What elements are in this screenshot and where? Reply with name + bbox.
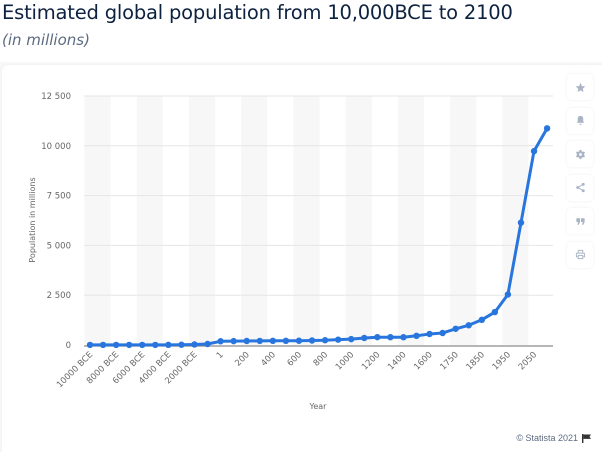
data-point[interactable] [217, 338, 224, 345]
column-bands [84, 96, 529, 345]
chart-subtitle: (in millions) [2, 31, 90, 49]
x-tick-label: 1 [215, 350, 226, 361]
x-tick-label: 1600 [412, 350, 434, 372]
data-point[interactable] [530, 147, 538, 155]
x-tick-label: 200 [233, 350, 252, 369]
column-band [188, 96, 216, 345]
bell-icon [576, 115, 584, 125]
data-point[interactable] [426, 330, 433, 338]
header: Estimated global population from 10,000B… [0, 0, 602, 62]
data-point[interactable] [452, 325, 459, 332]
y-axis-ticks: 0 2 500 5 000 7 500 10 000 12 500 [41, 92, 71, 351]
cite-button[interactable] [567, 208, 593, 234]
data-point[interactable] [439, 329, 446, 337]
star-icon [575, 82, 585, 92]
data-point[interactable] [152, 341, 159, 349]
x-tick-label: 1750 [438, 350, 460, 372]
chart-title: Estimated global population from 10,000B… [2, 1, 513, 24]
column-band [397, 96, 425, 345]
x-tick-label: 1200 [360, 350, 382, 372]
data-point[interactable] [374, 333, 381, 341]
data-point[interactable] [204, 340, 211, 348]
chart-toolbar [567, 74, 595, 275]
column-band [293, 96, 320, 345]
column-band [345, 96, 372, 345]
column-band [84, 96, 111, 345]
data-point[interactable] [308, 337, 316, 344]
data-point[interactable] [504, 291, 512, 298]
gridlines [84, 95, 553, 296]
data-point[interactable] [491, 308, 499, 316]
data-point[interactable] [321, 337, 329, 344]
print-button[interactable] [567, 241, 593, 268]
data-point[interactable] [361, 334, 368, 342]
column-band [450, 96, 477, 345]
y-tick-label: 2 500 [47, 291, 71, 301]
data-point[interactable] [282, 337, 290, 345]
data-point[interactable] [413, 332, 420, 340]
data-point[interactable] [465, 322, 472, 329]
x-axis-title: Year [309, 402, 328, 411]
data-point[interactable] [387, 333, 394, 341]
column-band [136, 96, 163, 345]
data-point[interactable] [178, 341, 185, 348]
x-tick-label: 2050 [517, 350, 539, 372]
x-tick-label: 800 [312, 350, 331, 369]
data-point[interactable] [139, 341, 146, 349]
x-tick-label: 1000 [334, 350, 356, 372]
x-tick-label: 1400 [386, 350, 408, 372]
share-button[interactable] [567, 174, 593, 201]
footer: © Statista 2021 [516, 433, 592, 443]
y-axis-title: Population in millions [28, 177, 37, 262]
x-tick-label: 1950 [491, 350, 513, 372]
copyright-link[interactable]: © Statista 2021 [516, 433, 578, 443]
data-point[interactable] [191, 341, 198, 348]
gear-icon [575, 149, 585, 159]
quote-icon [575, 217, 585, 225]
data-point[interactable] [269, 337, 277, 345]
data-point[interactable] [517, 219, 525, 226]
column-band [502, 96, 529, 345]
share-icon [575, 182, 585, 193]
data-point[interactable] [112, 341, 120, 349]
data-point[interactable] [165, 341, 172, 349]
data-point[interactable] [125, 341, 133, 349]
settings-button[interactable] [567, 141, 593, 167]
data-point[interactable] [256, 337, 263, 345]
flag-icon[interactable] [582, 433, 592, 443]
data-point[interactable] [86, 341, 94, 349]
data-point[interactable] [543, 125, 551, 132]
data-point[interactable] [400, 334, 407, 341]
column-band [241, 96, 268, 345]
y-tick-label: 0 [66, 341, 71, 351]
data-point[interactable] [348, 335, 355, 343]
x-tick-label: 1850 [465, 350, 487, 372]
x-tick-label: 600 [286, 350, 305, 369]
data-point[interactable] [243, 337, 250, 345]
data-point[interactable] [478, 316, 485, 324]
data-point[interactable] [99, 341, 107, 349]
data-point[interactable] [230, 337, 237, 345]
favorite-button[interactable] [567, 74, 593, 100]
data-points [86, 125, 551, 349]
x-tick-label: 400 [259, 350, 278, 369]
y-tick-label: 5 000 [47, 241, 71, 251]
y-tick-label: 7 500 [47, 192, 71, 202]
print-icon [575, 249, 585, 260]
y-tick-label: 10 000 [41, 142, 71, 152]
y-tick-label: 12 500 [41, 92, 71, 102]
notification-button[interactable] [567, 107, 593, 134]
data-point[interactable] [334, 336, 342, 343]
data-point[interactable] [295, 337, 303, 344]
